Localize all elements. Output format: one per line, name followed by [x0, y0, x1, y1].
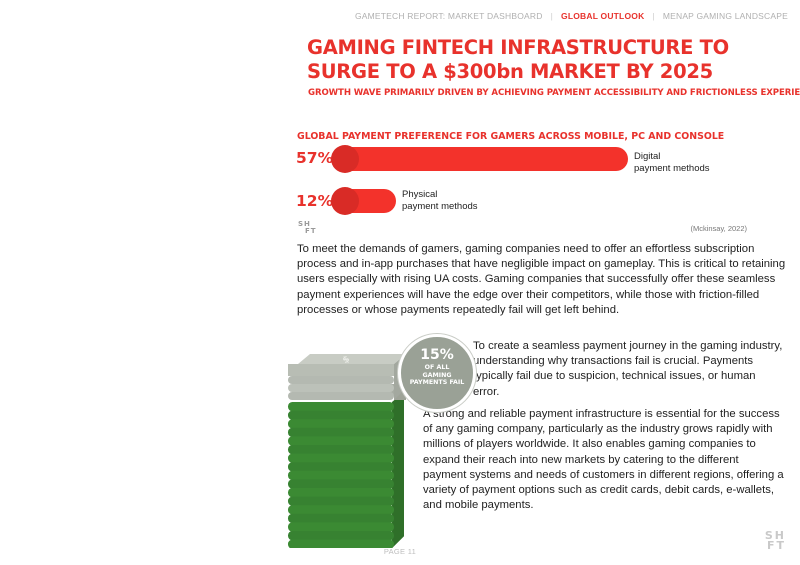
- green-bill: [288, 539, 394, 548]
- bar-value-label-digital: 57%: [296, 149, 334, 167]
- body-paragraph-2: To create a seamless payment journey in …: [473, 340, 783, 398]
- gray-money-stack: $: [288, 354, 406, 400]
- body-paragraph-1: To meet the demands of gamers, gaming co…: [297, 243, 786, 316]
- green-bill: [288, 513, 394, 523]
- green-bill: [288, 470, 394, 480]
- bar-value-label-physical: 12%: [296, 192, 334, 210]
- green-bill: [288, 488, 394, 498]
- green-money-stack: [288, 392, 404, 548]
- money-stack-icon: $: [288, 354, 406, 548]
- body-paragraph-3: A strong and reliable payment infrastruc…: [423, 408, 784, 512]
- bar-digital-payment-methods: [334, 147, 628, 171]
- green-bill: [288, 402, 394, 412]
- bar-cap-physical: [331, 187, 359, 215]
- green-stack-side: [392, 392, 404, 548]
- green-bill: [288, 522, 394, 532]
- green-bill: [288, 496, 394, 506]
- badge-value: 15%: [420, 347, 454, 363]
- bar-category-label-digital: Digital payment methods: [634, 151, 710, 174]
- bar-cap-digital: [331, 145, 359, 173]
- page-title: GAMING FINTECH INFRASTRUCTURE TO SURGE T…: [307, 36, 729, 83]
- dollar-sign-icon: $: [341, 354, 352, 366]
- nav-item-global-outlook[interactable]: GLOBAL OUTLOOK: [561, 11, 645, 21]
- badge-text: OF ALL GAMING PAYMENTS FAIL: [409, 364, 465, 386]
- page-subtitle: GROWTH WAVE PRIMARILY DRIVEN BY ACHIEVIN…: [308, 88, 800, 98]
- green-bill: [288, 445, 394, 455]
- green-bill: [288, 531, 394, 541]
- top-navigation: GAMETECH REPORT: MARKET DASHBOARD | GLOB…: [355, 9, 788, 23]
- green-bill: [288, 410, 394, 420]
- payments-fail-badge: 15% OF ALL GAMING PAYMENTS FAIL: [398, 334, 476, 412]
- nav-separator: |: [652, 11, 655, 21]
- bar-category-label-physical: Physical payment methods: [402, 189, 478, 212]
- nav-separator: |: [550, 11, 554, 21]
- chart-source: (Mckinsay, 2022): [690, 224, 747, 233]
- nav-item-menap-gaming-landscape[interactable]: MENAP GAMING LANDSCAPE: [662, 11, 788, 21]
- shft-logo-small: SH FT: [298, 220, 317, 235]
- chart-title: GLOBAL PAYMENT PREFERENCE FOR GAMERS ACR…: [297, 131, 725, 142]
- shft-logo: SH FT: [764, 529, 786, 552]
- green-bill: [288, 427, 394, 437]
- green-bill: [288, 436, 394, 446]
- green-bill: [288, 419, 394, 429]
- green-bill: [288, 505, 394, 515]
- nav-item-market-dashboard[interactable]: GAMETECH REPORT: MARKET DASHBOARD: [354, 11, 543, 21]
- page-number: PAGE 11: [383, 547, 417, 556]
- green-bill: [288, 462, 394, 472]
- green-bill: [288, 479, 394, 489]
- green-bill: [288, 453, 394, 463]
